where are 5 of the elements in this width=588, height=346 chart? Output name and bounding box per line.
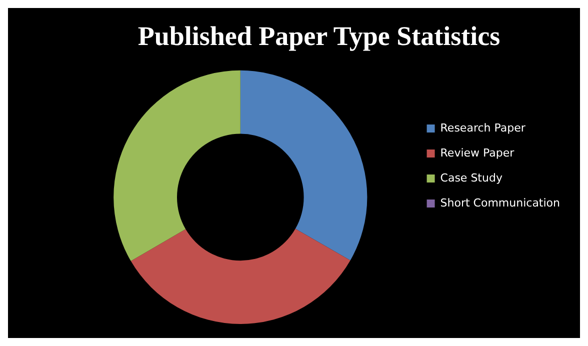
legend-label: Review Paper [440,146,515,160]
legend-label: Research Paper [440,121,526,134]
legend-label: Case Study [440,171,503,184]
chart-title: Published Paper Type Statistics [138,21,500,52]
legend-label: Short Communication [440,196,560,210]
